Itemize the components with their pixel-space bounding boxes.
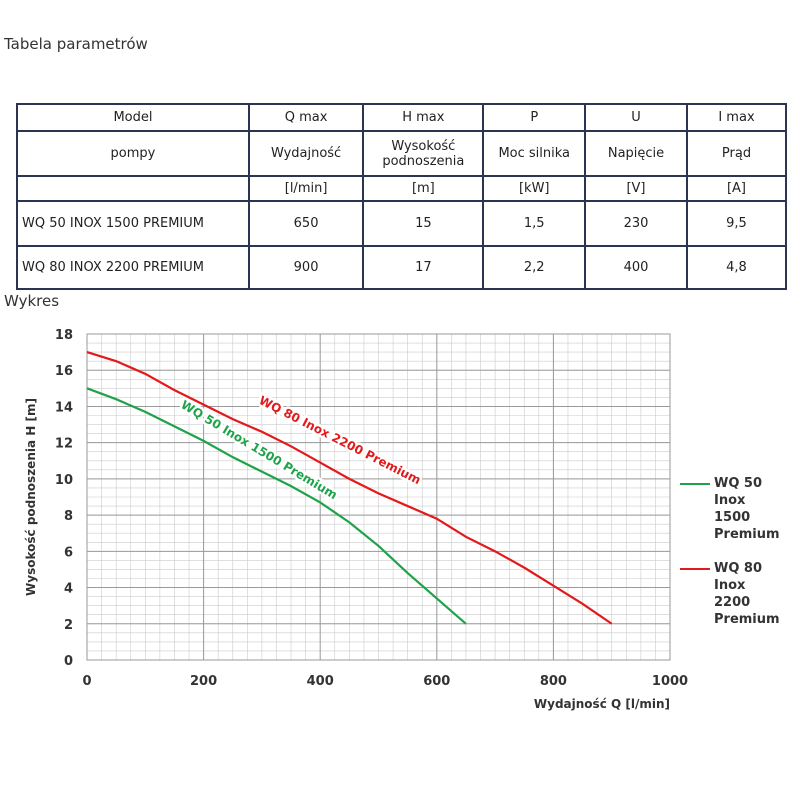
table-cell: [A] xyxy=(686,175,787,202)
table-cell: [l/min] xyxy=(247,175,365,202)
legend-label: WQ 80 Inox 2200 Premium xyxy=(714,561,780,627)
table-cell: Napięcie xyxy=(584,130,688,177)
y-tick-label: 14 xyxy=(55,400,73,415)
legend-item: WQ 80 Inox 2200 Premium xyxy=(680,560,790,628)
table-cell: 15 xyxy=(362,200,485,247)
y-tick-label: 4 xyxy=(64,582,73,597)
table-cell: 1,5 xyxy=(482,200,586,247)
series-line xyxy=(86,387,467,625)
table-cell: U xyxy=(584,103,688,132)
series-line xyxy=(86,351,613,625)
table-cell: 650 xyxy=(247,200,365,247)
table-cell: [kW] xyxy=(482,175,586,202)
table-cell: 4,8 xyxy=(686,245,787,290)
table-cell: Wydajność xyxy=(247,130,365,177)
table-row: Model Q max H max P U I max xyxy=(16,103,787,132)
y-axis-label: Wysokość podnoszenia H [m] xyxy=(24,398,38,596)
table-cell: Q max xyxy=(247,103,365,132)
table-row: pompy Wydajność Wysokość podnoszenia Moc si… xyxy=(16,130,787,177)
y-tick-label: 16 xyxy=(55,364,73,379)
table-cell: Prąd xyxy=(686,130,787,177)
table-cell: P xyxy=(482,103,586,132)
table-cell: 9,5 xyxy=(686,200,787,247)
y-tick-label: 0 xyxy=(64,654,73,669)
section-title: Wykres xyxy=(4,292,60,310)
legend-swatch xyxy=(680,568,710,570)
x-tick-label: 400 xyxy=(307,674,334,689)
x-tick-label: 600 xyxy=(423,674,450,689)
table-cell: 900 xyxy=(247,245,365,290)
parameter-table: Model Q max H max P U I max pompy Wydajność Wyso… xyxy=(16,103,787,290)
table-cell: WQ 80 INOX 2200 PREMIUM xyxy=(16,245,250,290)
y-tick-label: 8 xyxy=(64,509,73,524)
table-row: WQ 50 INOX 1500 PREMIUM 650 15 1,5 230 9,5 xyxy=(16,200,787,247)
table-cell: [m] xyxy=(362,175,485,202)
table-cell: I max xyxy=(686,103,787,132)
x-tick-label: 0 xyxy=(82,674,91,689)
legend-swatch xyxy=(680,483,710,485)
table-cell: WQ 50 INOX 1500 PREMIUM xyxy=(16,200,250,247)
table-cell: Moc silnika xyxy=(482,130,586,177)
legend-item: WQ 50 Inox 1500 Premium xyxy=(680,475,790,543)
x-tick-label: 200 xyxy=(190,674,217,689)
y-tick-label: 10 xyxy=(55,473,73,488)
x-tick-label: 1000 xyxy=(652,674,688,689)
table-cell: pompy xyxy=(16,130,250,177)
table-cell xyxy=(16,175,250,202)
table-cell: 17 xyxy=(362,245,485,290)
table-row: [l/min] [m] [kW] [V] [A] xyxy=(16,175,787,202)
y-tick-label: 2 xyxy=(64,618,73,633)
table-cell: 400 xyxy=(584,245,688,290)
x-axis-label: Wydajność Q [l/min] xyxy=(534,697,670,711)
curve-label: WQ 50 Inox 1500 Premium xyxy=(178,398,339,503)
y-tick-label: 18 xyxy=(55,328,73,343)
page-title: Tabela parametrów xyxy=(4,35,148,53)
table-cell: H max xyxy=(362,103,485,132)
legend-label: WQ 50 Inox 1500 Premium xyxy=(714,476,780,542)
table-cell: Model xyxy=(16,103,250,132)
table-cell: 230 xyxy=(584,200,688,247)
plot-border xyxy=(86,333,671,661)
x-tick-label: 800 xyxy=(540,674,567,689)
y-tick-label: 12 xyxy=(55,437,73,452)
table-cell: [V] xyxy=(584,175,688,202)
table-cell: 2,2 xyxy=(482,245,586,290)
y-tick-label: 6 xyxy=(64,545,73,560)
table-cell: Wysokość podnoszenia xyxy=(362,130,485,177)
table-row: WQ 80 INOX 2200 PREMIUM 900 17 2,2 400 4,8 xyxy=(16,245,787,290)
